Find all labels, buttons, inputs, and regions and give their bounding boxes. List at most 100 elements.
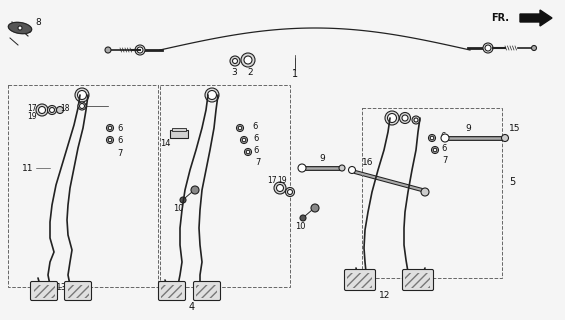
Circle shape bbox=[56, 107, 63, 114]
Circle shape bbox=[276, 185, 284, 191]
Circle shape bbox=[432, 147, 438, 154]
Circle shape bbox=[388, 114, 397, 123]
Text: 6: 6 bbox=[118, 135, 123, 145]
Text: 8: 8 bbox=[35, 18, 41, 27]
Text: 9: 9 bbox=[465, 124, 471, 132]
Circle shape bbox=[430, 136, 434, 140]
Circle shape bbox=[421, 188, 429, 196]
FancyBboxPatch shape bbox=[31, 282, 58, 300]
Bar bbox=[33, 284, 54, 298]
Circle shape bbox=[50, 108, 54, 113]
Bar bbox=[67, 284, 89, 298]
Circle shape bbox=[288, 189, 293, 195]
Circle shape bbox=[399, 113, 411, 124]
Circle shape bbox=[502, 134, 509, 141]
Circle shape bbox=[311, 204, 319, 212]
FancyBboxPatch shape bbox=[64, 282, 92, 300]
Circle shape bbox=[18, 26, 22, 30]
Text: 4: 4 bbox=[189, 302, 195, 312]
Text: 19: 19 bbox=[277, 175, 287, 185]
Circle shape bbox=[105, 47, 111, 53]
Text: 6: 6 bbox=[253, 133, 259, 142]
Circle shape bbox=[78, 102, 86, 110]
Text: 10: 10 bbox=[173, 204, 183, 212]
Circle shape bbox=[274, 182, 286, 194]
FancyBboxPatch shape bbox=[345, 269, 376, 291]
Circle shape bbox=[106, 137, 114, 143]
Circle shape bbox=[532, 45, 537, 51]
Text: 14: 14 bbox=[160, 139, 170, 148]
Text: 12: 12 bbox=[379, 292, 390, 300]
Circle shape bbox=[402, 115, 408, 121]
Circle shape bbox=[80, 103, 85, 108]
Circle shape bbox=[241, 53, 255, 67]
Circle shape bbox=[233, 59, 237, 63]
Text: 1: 1 bbox=[292, 69, 298, 79]
Circle shape bbox=[285, 188, 294, 196]
Circle shape bbox=[106, 124, 114, 132]
Circle shape bbox=[349, 166, 355, 173]
Text: 7: 7 bbox=[118, 148, 123, 157]
Circle shape bbox=[75, 88, 89, 102]
Circle shape bbox=[180, 197, 186, 203]
Bar bbox=[197, 284, 218, 298]
Bar bbox=[8, 85, 158, 287]
Text: 6: 6 bbox=[253, 122, 258, 131]
Circle shape bbox=[230, 56, 240, 66]
Text: 15: 15 bbox=[509, 124, 521, 132]
Circle shape bbox=[207, 91, 216, 100]
Text: 6: 6 bbox=[440, 132, 446, 140]
Circle shape bbox=[245, 148, 251, 156]
Bar bbox=[162, 284, 182, 298]
Text: 17: 17 bbox=[27, 103, 37, 113]
Circle shape bbox=[483, 43, 493, 53]
Text: 3: 3 bbox=[231, 68, 237, 76]
Bar bbox=[362, 108, 502, 278]
Bar bbox=[160, 85, 290, 287]
Circle shape bbox=[244, 56, 252, 64]
Text: 11: 11 bbox=[22, 164, 34, 172]
Text: 6: 6 bbox=[253, 146, 259, 155]
Circle shape bbox=[241, 137, 247, 143]
Text: 7: 7 bbox=[442, 156, 447, 164]
Circle shape bbox=[238, 126, 242, 130]
Text: 10: 10 bbox=[295, 221, 305, 230]
Circle shape bbox=[441, 134, 449, 142]
Circle shape bbox=[137, 47, 143, 53]
Text: 9: 9 bbox=[319, 154, 325, 163]
FancyBboxPatch shape bbox=[159, 282, 185, 300]
Circle shape bbox=[38, 107, 46, 114]
Circle shape bbox=[433, 148, 437, 152]
Circle shape bbox=[339, 165, 345, 171]
FancyBboxPatch shape bbox=[193, 282, 220, 300]
Text: FR.: FR. bbox=[491, 13, 509, 23]
Circle shape bbox=[412, 116, 420, 124]
Circle shape bbox=[414, 118, 418, 122]
Text: 17: 17 bbox=[267, 175, 277, 185]
Circle shape bbox=[108, 126, 112, 130]
Circle shape bbox=[237, 124, 244, 132]
Circle shape bbox=[36, 104, 48, 116]
Circle shape bbox=[428, 134, 436, 141]
Polygon shape bbox=[520, 10, 552, 26]
Text: 6: 6 bbox=[118, 124, 123, 132]
Text: 13: 13 bbox=[56, 283, 68, 292]
Circle shape bbox=[300, 215, 306, 221]
Polygon shape bbox=[8, 22, 32, 34]
Text: 16: 16 bbox=[362, 157, 374, 166]
Circle shape bbox=[385, 111, 399, 125]
Bar bbox=[172, 128, 186, 131]
Circle shape bbox=[191, 186, 199, 194]
Circle shape bbox=[108, 138, 112, 142]
FancyBboxPatch shape bbox=[402, 269, 433, 291]
Text: 19: 19 bbox=[27, 111, 37, 121]
Circle shape bbox=[47, 106, 56, 115]
Bar bbox=[347, 273, 372, 287]
Circle shape bbox=[135, 45, 145, 55]
Text: 18: 18 bbox=[60, 103, 69, 113]
Circle shape bbox=[246, 150, 250, 154]
Text: 5: 5 bbox=[509, 177, 515, 187]
Circle shape bbox=[205, 88, 219, 102]
Text: 7: 7 bbox=[255, 157, 260, 166]
Circle shape bbox=[77, 91, 86, 100]
